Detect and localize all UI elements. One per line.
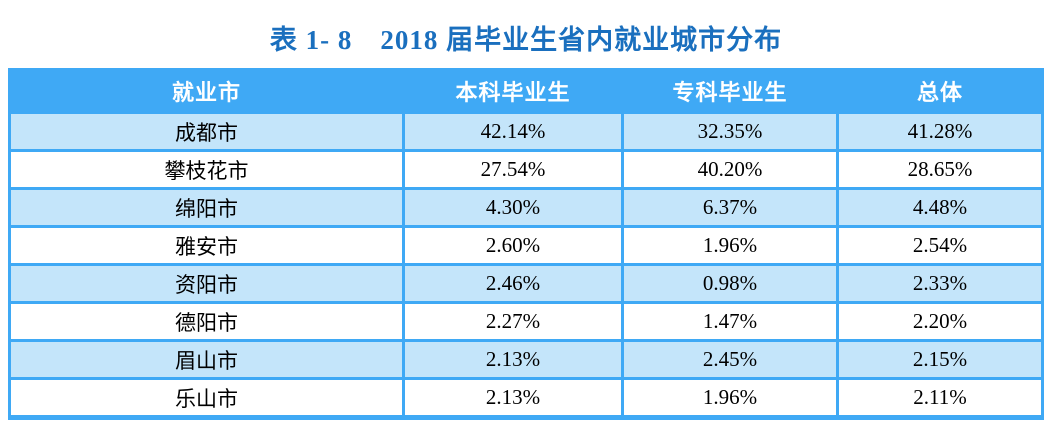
overall-cell: 41.28%: [836, 111, 1044, 152]
city-cell: 眉山市: [8, 339, 405, 380]
table-row: 成都市 42.14% 32.35% 41.28%: [8, 111, 1044, 152]
specialist-cell: 1.47%: [621, 301, 839, 342]
city-cell: 成都市: [8, 111, 405, 152]
undergrad-cell: 2.60%: [402, 225, 624, 266]
table-row: 攀枝花市 27.54% 40.20% 28.65%: [8, 149, 1044, 190]
specialist-cell: 40.20%: [621, 149, 839, 190]
col-header-specialist: 专科毕业生: [621, 68, 839, 114]
table-caption: 表 1- 8 2018 届毕业生省内就业城市分布: [269, 25, 783, 55]
undergrad-cell: 2.13%: [402, 377, 624, 419]
overall-cell: 2.15%: [836, 339, 1044, 380]
overall-cell: 2.33%: [836, 263, 1044, 304]
city-cell: 资阳市: [8, 263, 405, 304]
specialist-cell: 2.45%: [621, 339, 839, 380]
table-row: 雅安市 2.60% 1.96% 2.54%: [8, 225, 1044, 266]
overall-cell: 4.48%: [836, 187, 1044, 228]
specialist-cell: 32.35%: [621, 111, 839, 152]
undergrad-cell: 2.46%: [402, 263, 624, 304]
undergrad-cell: 27.54%: [402, 149, 624, 190]
undergrad-cell: 2.27%: [402, 301, 624, 342]
overall-cell: 2.11%: [836, 377, 1044, 419]
city-cell: 雅安市: [8, 225, 405, 266]
city-cell: 绵阳市: [8, 187, 405, 228]
overall-cell: 2.20%: [836, 301, 1044, 342]
city-cell: 德阳市: [8, 301, 405, 342]
col-header-overall: 总体: [836, 68, 1044, 114]
specialist-cell: 6.37%: [621, 187, 839, 228]
specialist-cell: 1.96%: [621, 377, 839, 419]
specialist-cell: 1.96%: [621, 225, 839, 266]
table-row: 德阳市 2.27% 1.47% 2.20%: [8, 301, 1044, 342]
table-row: 乐山市 2.13% 1.96% 2.11%: [8, 377, 1044, 419]
city-cell: 攀枝花市: [8, 149, 405, 190]
overall-cell: 2.54%: [836, 225, 1044, 266]
employment-city-distribution-table: 就业市 本科毕业生 专科毕业生 总体 成都市 42.14% 32.35% 41.…: [8, 68, 1044, 420]
col-header-undergrad: 本科毕业生: [402, 68, 624, 114]
table-row: 资阳市 2.46% 0.98% 2.33%: [8, 263, 1044, 304]
overall-cell: 28.65%: [836, 149, 1044, 190]
undergrad-cell: 2.13%: [402, 339, 624, 380]
undergrad-cell: 4.30%: [402, 187, 624, 228]
undergrad-cell: 42.14%: [402, 111, 624, 152]
table-row: 眉山市 2.13% 2.45% 2.15%: [8, 339, 1044, 380]
city-cell: 乐山市: [8, 377, 405, 419]
col-header-city: 就业市: [8, 68, 405, 114]
header-row: 就业市 本科毕业生 专科毕业生 总体: [8, 68, 1044, 114]
specialist-cell: 0.98%: [621, 263, 839, 304]
table-row: 绵阳市 4.30% 6.37% 4.48%: [8, 187, 1044, 228]
